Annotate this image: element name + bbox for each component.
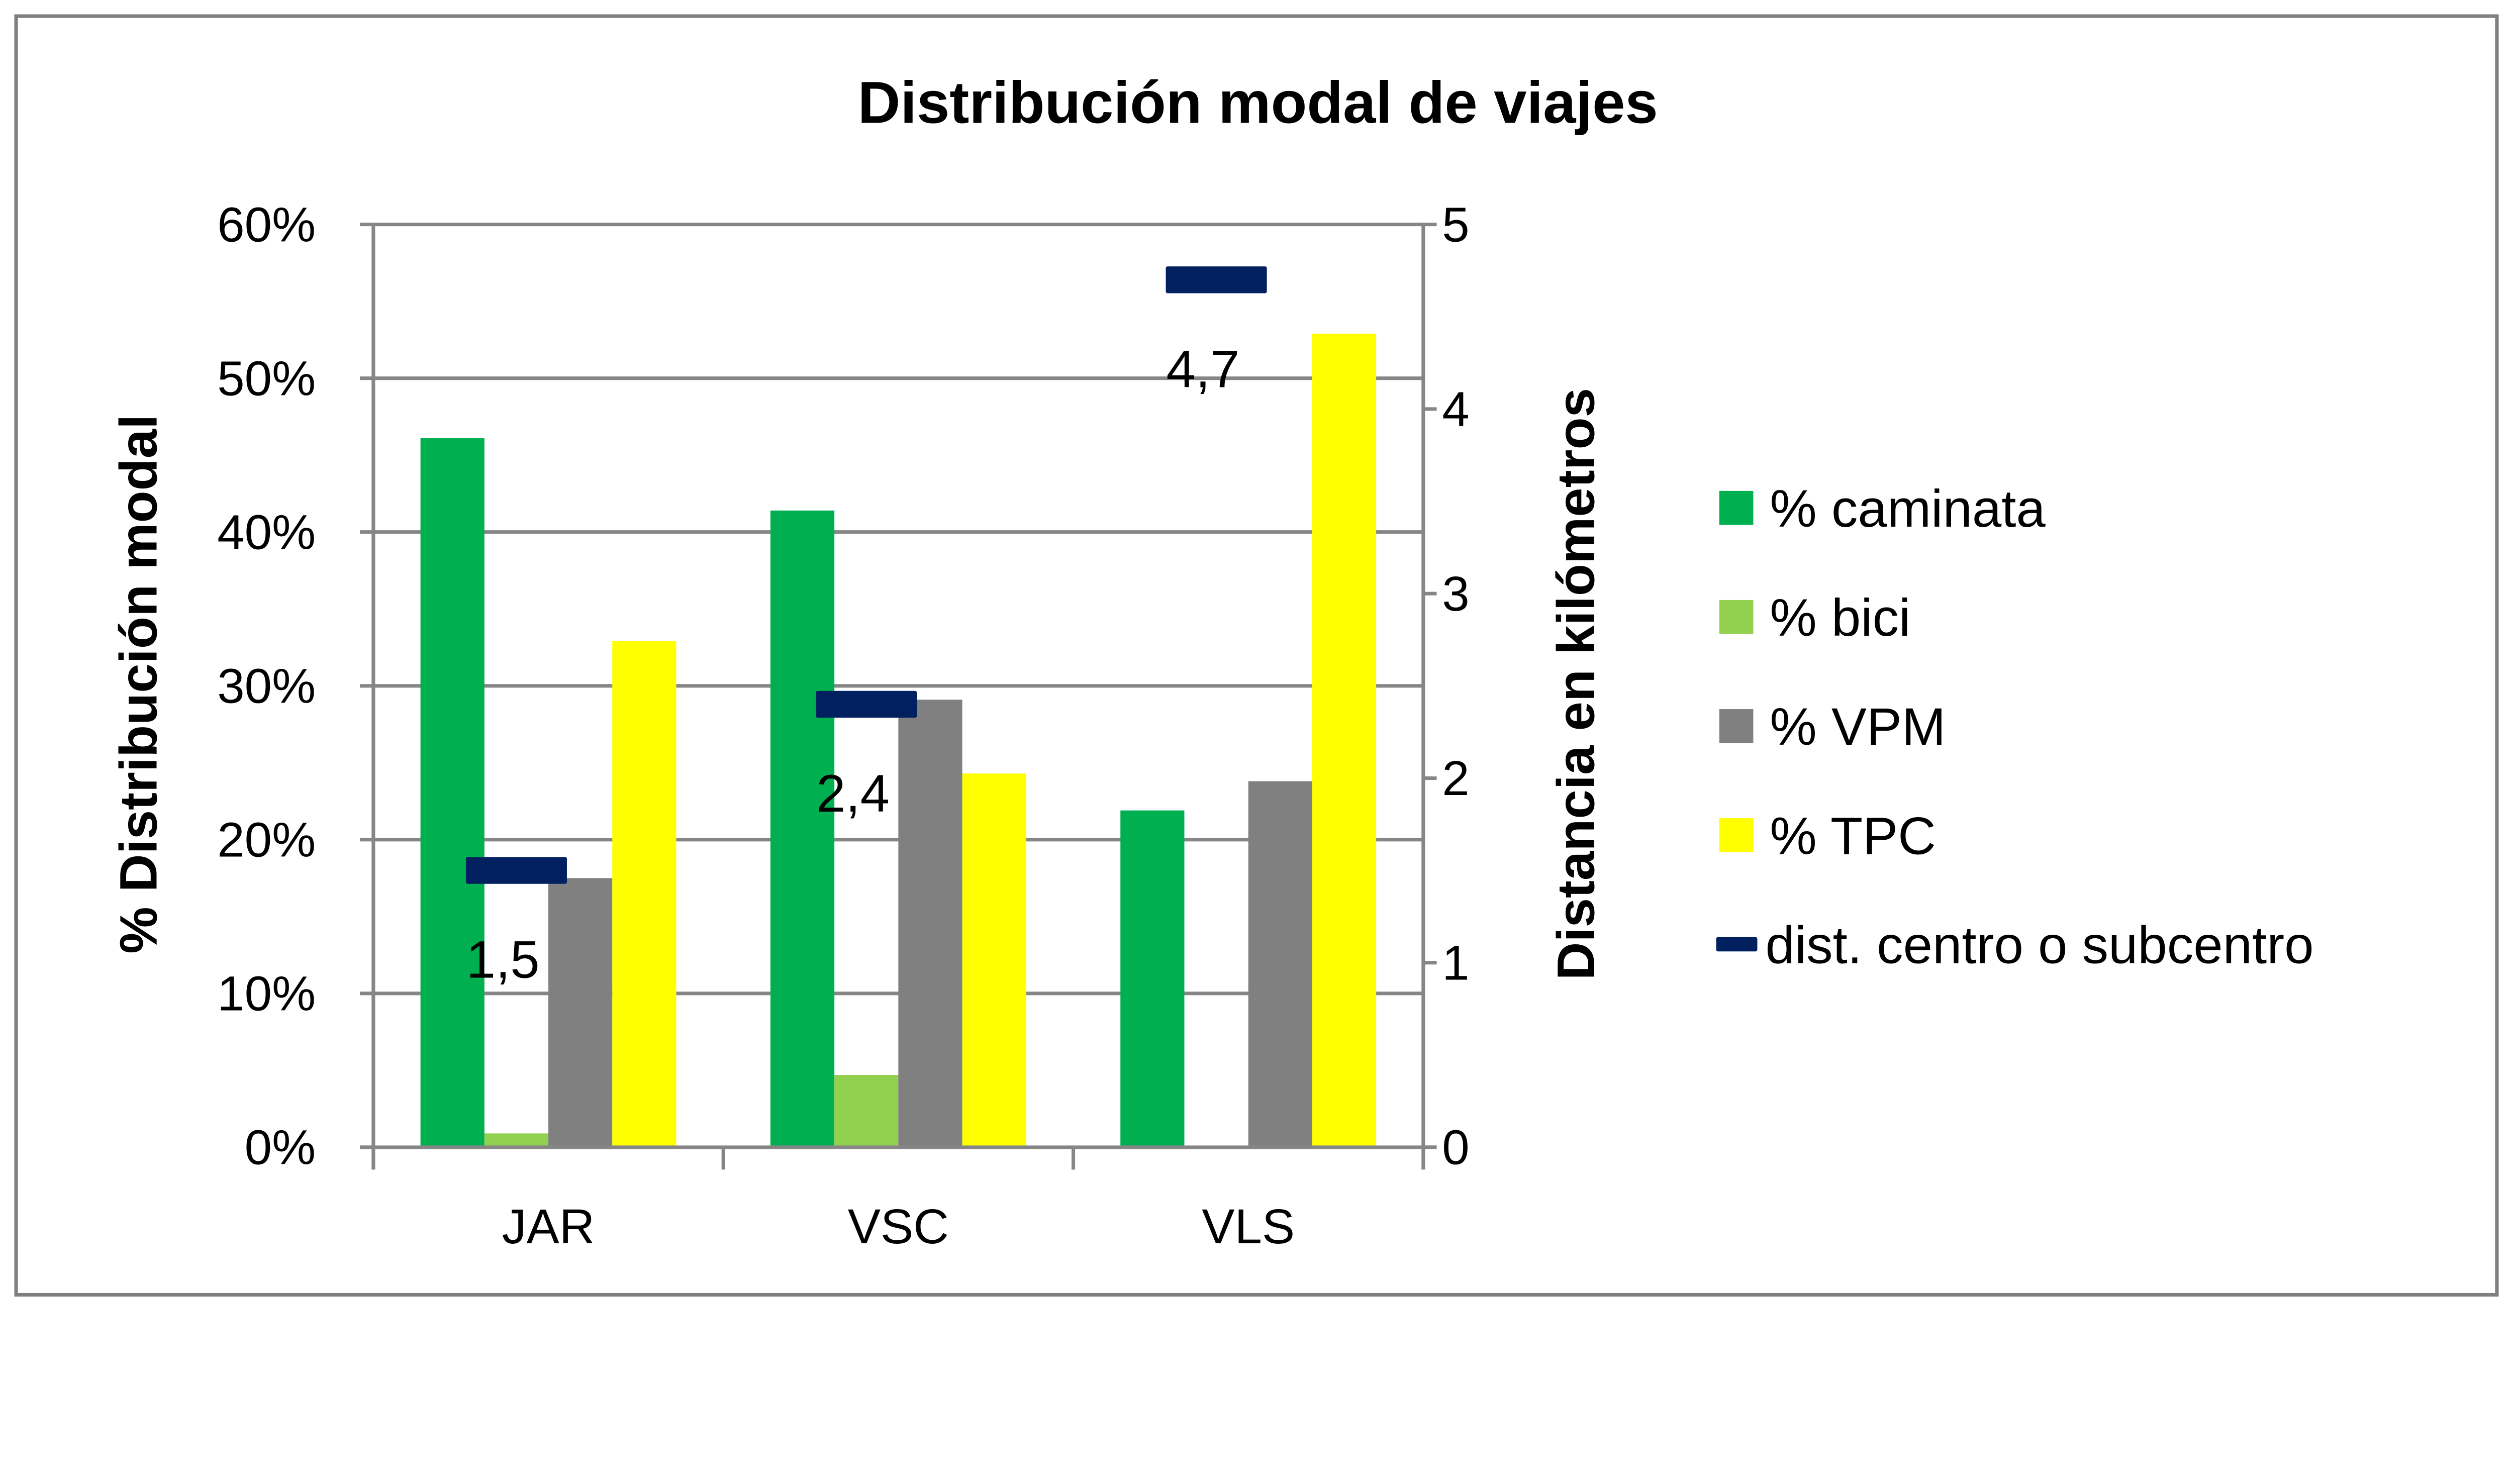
bar-bici <box>834 1075 899 1147</box>
y2-tick-label: 5 <box>1442 196 1469 252</box>
chart-title: Distribución modal de viajes <box>858 70 1658 136</box>
y-tick-label: 0% <box>245 1120 316 1175</box>
legend-swatch <box>1719 818 1754 852</box>
y2-tick-label: 2 <box>1442 750 1469 806</box>
y2-tick-label: 1 <box>1442 935 1469 990</box>
legend-label: % TPC <box>1770 807 1936 865</box>
distance-marker <box>1166 266 1267 293</box>
bar-vpm <box>898 700 962 1147</box>
y-tick-label: 50% <box>217 350 316 406</box>
legend-swatch <box>1716 937 1758 952</box>
legend: % caminata % bici % VPM % TPC dist. centro o… <box>1716 479 2314 974</box>
y2-tick-label: 0 <box>1442 1120 1469 1175</box>
distance-marker <box>465 857 567 884</box>
x-tick-label: VSC <box>848 1199 949 1254</box>
y-tick-label: 10% <box>217 966 316 1021</box>
axes: 0% 10% 20% 30% 40% 50% 60% 0 1 2 3 4 5 JAR VSC VLS <box>217 196 1469 1254</box>
bars <box>420 333 1377 1147</box>
y-tick-label: 20% <box>217 812 316 867</box>
bar-tpc <box>1312 333 1377 1147</box>
chart: Distribución modal de viajes 1,5 2,4 4,7 0… <box>14 14 2499 1297</box>
bar-caminata <box>770 510 835 1147</box>
bar-tpc <box>962 773 1026 1147</box>
distance-markers: 1,5 2,4 4,7 <box>465 266 1267 990</box>
bar-vpm <box>1248 781 1312 1147</box>
y-axis-title: % Distribución modal <box>109 415 168 954</box>
legend-swatch <box>1719 490 1754 525</box>
legend-swatch <box>1719 709 1754 743</box>
bar-vpm <box>548 878 613 1147</box>
legend-label: % VPM <box>1770 698 1946 756</box>
bar-tpc <box>612 641 676 1147</box>
x-tick-label: VLS <box>1202 1199 1295 1254</box>
legend-label: % bici <box>1770 588 1910 647</box>
y2-tick-label: 4 <box>1442 381 1469 437</box>
bar-bici <box>484 1133 549 1147</box>
bar-caminata <box>420 438 485 1147</box>
legend-label: % caminata <box>1770 479 2046 538</box>
y-tick-label: 40% <box>217 505 316 560</box>
legend-swatch <box>1719 600 1754 634</box>
distance-data-label: 2,4 <box>816 764 890 823</box>
x-tick-label: JAR <box>502 1199 595 1254</box>
y2-tick-label: 3 <box>1442 566 1469 621</box>
legend-label: dist. centro o subcentro <box>1765 916 2313 974</box>
bar-caminata <box>1120 810 1185 1147</box>
distance-data-label: 1,5 <box>466 931 540 990</box>
distance-marker <box>816 690 917 718</box>
distance-data-label: 4,7 <box>1166 340 1239 399</box>
y2-axis-title: Distancia en kilómetros <box>1547 388 1606 980</box>
y-tick-label: 60% <box>217 196 316 252</box>
y-tick-label: 30% <box>217 658 316 714</box>
